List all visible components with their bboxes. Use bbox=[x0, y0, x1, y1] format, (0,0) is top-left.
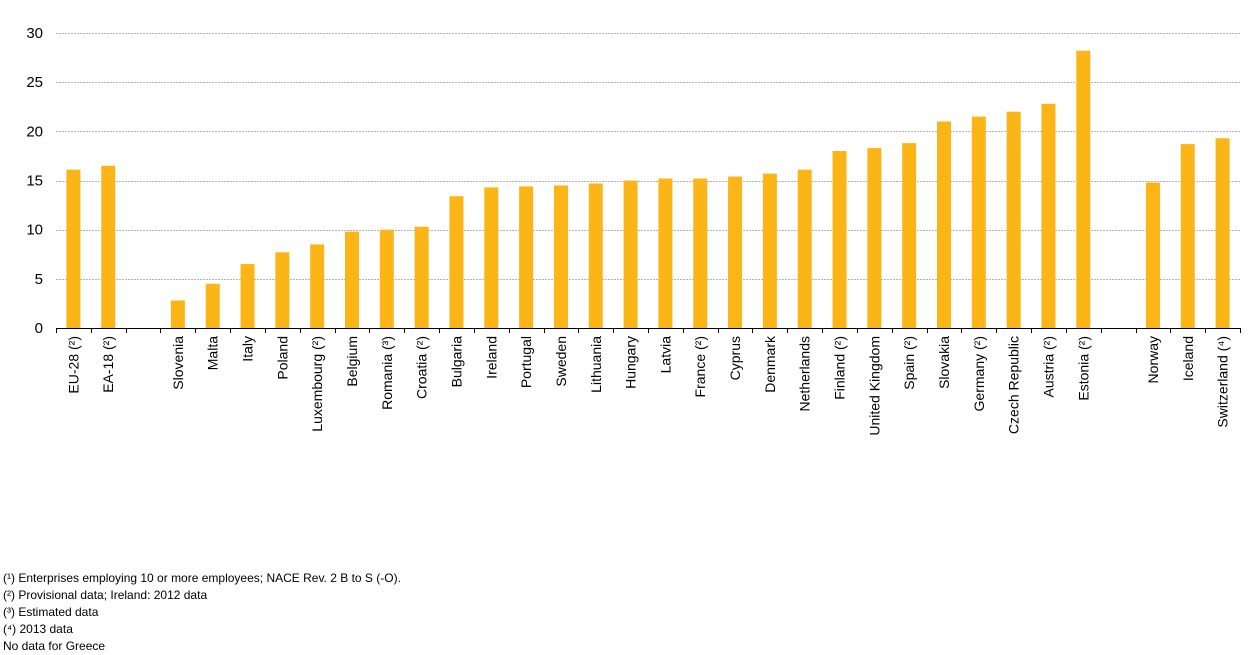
bar bbox=[728, 176, 743, 328]
bar bbox=[414, 226, 429, 328]
x-category-label: Italy bbox=[240, 336, 256, 362]
bar bbox=[658, 178, 673, 328]
bar bbox=[101, 165, 116, 328]
y-tick-label: 5 bbox=[35, 271, 43, 288]
y-tick-label: 0 bbox=[35, 320, 43, 337]
x-category-label: Bulgaria bbox=[448, 336, 464, 388]
x-category-label: France (²) bbox=[692, 336, 708, 397]
footnote-4: (⁴) 2013 data bbox=[3, 622, 73, 636]
bar bbox=[693, 178, 708, 328]
bar bbox=[449, 196, 464, 328]
x-category-label: Romania (³) bbox=[379, 336, 395, 410]
x-category-label: Cyprus bbox=[727, 336, 743, 380]
bar bbox=[762, 173, 777, 328]
bar bbox=[588, 183, 603, 328]
x-category-label: Slovenia bbox=[170, 336, 186, 390]
x-category-label: Ireland bbox=[483, 336, 499, 379]
bars bbox=[66, 50, 1230, 329]
y-axis-tick-labels: 0 5 10 15 20 25 30 bbox=[26, 25, 43, 337]
footnote-2: (²) Provisional data; Ireland: 2012 data bbox=[3, 588, 208, 602]
x-category-label: Netherlands bbox=[797, 336, 813, 412]
x-category-label: Finland (²) bbox=[832, 336, 848, 400]
x-category-label: EA-18 (²) bbox=[100, 336, 116, 393]
bar bbox=[867, 148, 882, 328]
x-category-label: Slovakia bbox=[936, 336, 952, 389]
bar bbox=[1180, 144, 1195, 328]
x-category-label: Estonia (²) bbox=[1075, 336, 1091, 401]
y-tick-label: 25 bbox=[26, 74, 43, 91]
bar bbox=[66, 169, 81, 328]
gridlines bbox=[56, 33, 1240, 280]
footnote-3: (³) Estimated data bbox=[3, 605, 99, 619]
bar bbox=[275, 252, 290, 328]
bar bbox=[902, 143, 917, 328]
y-tick-label: 30 bbox=[26, 25, 43, 42]
bar bbox=[240, 264, 255, 328]
x-category-label: Luxembourg (²) bbox=[309, 336, 325, 432]
x-category-label: Norway bbox=[1145, 336, 1161, 383]
y-tick-label: 20 bbox=[26, 123, 43, 140]
footnote-1: (¹) Enterprises employing 10 or more emp… bbox=[3, 571, 401, 585]
x-category-label: Lithuania bbox=[588, 336, 604, 393]
x-category-label: Czech Republic bbox=[1006, 336, 1022, 434]
bar bbox=[971, 116, 986, 328]
x-category-label: Portugal bbox=[518, 336, 534, 388]
footnotes: (¹) Enterprises employing 10 or more emp… bbox=[3, 570, 401, 655]
bar bbox=[170, 300, 185, 328]
x-category-label: Poland bbox=[274, 336, 290, 380]
y-tick-label: 10 bbox=[26, 222, 43, 239]
x-category-label: Latvia bbox=[657, 336, 673, 374]
bar bbox=[310, 244, 325, 328]
x-category-label: Malta bbox=[205, 336, 221, 370]
x-category-label: Switzerland (⁴) bbox=[1215, 336, 1231, 428]
bar bbox=[519, 186, 534, 328]
bar bbox=[553, 185, 568, 328]
bar bbox=[797, 169, 812, 328]
footnote-5: No data for Greece bbox=[3, 639, 106, 653]
x-category-label: EU-28 (²) bbox=[65, 336, 81, 394]
bar bbox=[1145, 182, 1160, 328]
bar-chart: 0 5 10 15 20 25 30 EU-28 (²) EA-18 (²) Slovenia M… bbox=[26, 25, 1241, 436]
bar bbox=[379, 229, 394, 328]
x-axis-category-labels: EU-28 (²) EA-18 (²) Slovenia Malta Italy Pola… bbox=[65, 335, 1230, 436]
bar bbox=[1041, 103, 1056, 328]
bar bbox=[484, 187, 499, 328]
x-category-label: Denmark bbox=[762, 335, 778, 393]
x-category-label: United Kingdom bbox=[866, 336, 882, 436]
x-category-label: Belgium bbox=[344, 336, 360, 387]
x-category-label: Croatia (²) bbox=[414, 336, 430, 399]
bar bbox=[832, 151, 847, 328]
x-category-label: Austria (²) bbox=[1040, 336, 1056, 397]
bar bbox=[1215, 138, 1230, 328]
bar bbox=[1006, 111, 1021, 329]
x-category-label: Germany (²) bbox=[971, 336, 987, 411]
y-tick-label: 15 bbox=[26, 173, 43, 190]
x-category-label: Sweden bbox=[553, 336, 569, 387]
bar bbox=[345, 231, 359, 328]
bar bbox=[205, 283, 220, 328]
x-category-label: Spain (²) bbox=[901, 336, 917, 390]
x-category-label: Hungary bbox=[623, 336, 639, 389]
bar bbox=[937, 121, 951, 328]
bar bbox=[1076, 50, 1091, 328]
x-axis-ticks bbox=[56, 328, 1241, 333]
bar bbox=[623, 180, 638, 328]
x-category-label: Iceland bbox=[1180, 336, 1196, 381]
